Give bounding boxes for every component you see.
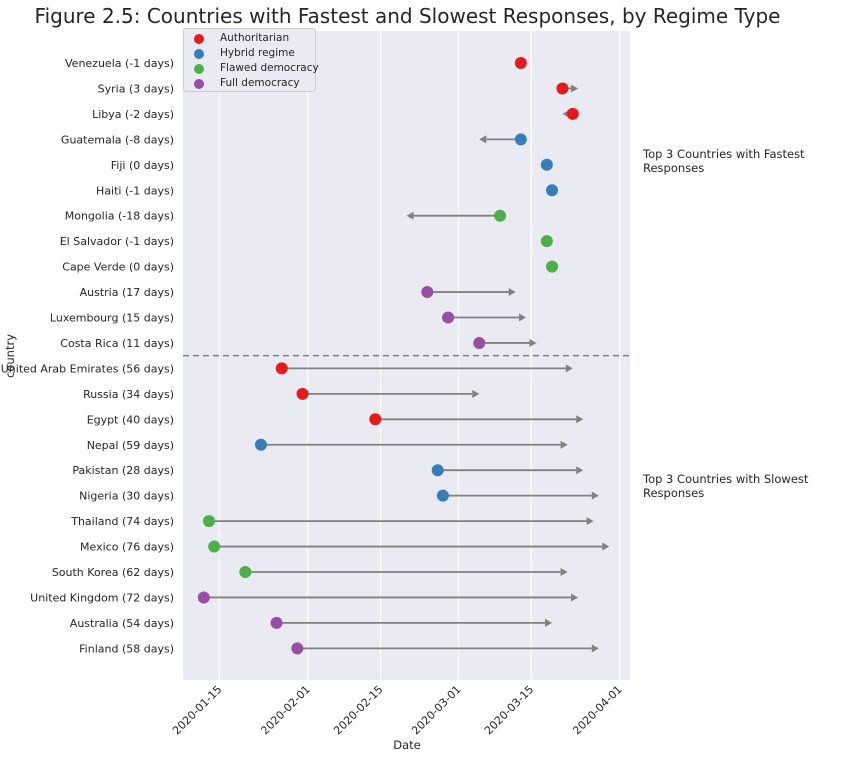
data-point [202,515,215,528]
x-tick-label: 2020-03-01 [409,683,463,737]
y-tick-label: Fiji (0 days) [111,159,174,172]
arrow-head [571,593,579,602]
x-tick-labels: 2020-01-15 2020-02-01 2020-02-15 2020-03-01… [170,683,625,737]
arrow-head [576,466,584,475]
arrow-head [519,313,527,322]
arrow-head [560,440,568,449]
slowest-group-label: Top 3 Countries with Slowest Responses [643,472,809,500]
y-tick-label: Russia (34 days) [83,388,174,401]
x-tick-label: 2020-02-15 [331,683,385,737]
data-marks [197,57,610,655]
y-tick-labels: Venezuela (-1 days) Syria (3 days) Libya (… [1,57,174,655]
arrow-head [591,491,599,500]
x-tick-label: 2020-03-15 [482,683,536,737]
data-point [566,107,579,120]
data-point [369,413,382,426]
data-point [442,311,455,324]
data-point [473,336,486,349]
y-tick-label: Egypt (40 days) [87,413,174,426]
data-point [270,616,283,629]
data-point [494,209,507,222]
y-tick-label: Finland (58 days) [79,642,174,655]
y-tick-label: Austria (17 days) [80,286,174,299]
y-tick-label: Syria (3 days) [98,82,174,95]
y-tick-label: Nepal (59 days) [87,439,174,452]
arrow-head [591,644,599,653]
arrow-head [545,618,553,627]
y-axis-label: country [3,334,17,378]
legend: Authoritarian Hybrid regime Flawed democ… [183,28,319,92]
data-point [296,387,309,400]
fastest-group-label: Top 3 Countries with Fastest Responses [643,147,805,175]
data-point [239,566,252,578]
hybrid-dot-icon [194,49,204,59]
x-axis-label: Date [393,738,421,752]
y-tick-label: United Arab Emirates (56 days) [1,362,174,375]
y-tick-label: Venezuela (-1 days) [65,57,174,70]
legend-label: Flawed democracy [220,62,319,74]
data-point [254,438,267,451]
flawed-dot-icon [194,64,204,74]
arrow-head [586,517,594,526]
data-point [514,57,527,69]
data-point [275,362,288,375]
data-point [546,260,559,273]
y-tick-label: Mongolia (-18 days) [65,210,174,223]
y-tick-label: Pakistan (28 days) [72,464,174,477]
y-tick-label: United Kingdom (72 days) [30,591,174,604]
data-point [556,82,569,95]
data-point [431,464,444,477]
data-point [197,591,210,604]
y-tick-label: Nigeria (30 days) [79,490,174,503]
legend-label: Full democracy [220,77,300,89]
arrow-head [560,568,568,576]
authoritarian-dot-icon [194,34,204,44]
arrow-head [529,338,537,347]
y-tick-label: Cape Verde (0 days) [62,261,174,274]
arrow-head [602,542,610,551]
data-point [291,642,304,655]
data-point [546,184,559,197]
y-tick-label: El Salvador (-1 days) [60,235,174,248]
data-point [208,540,221,553]
x-tick-label: 2020-02-01 [258,683,312,737]
y-tick-label: Guatemala (-8 days) [61,133,174,146]
data-point [436,489,449,502]
arrow-head [571,84,579,93]
y-tick-label: Luxembourg (15 days) [50,312,174,325]
data-point [421,286,434,299]
y-tick-label: Australia (54 days) [70,617,174,630]
y-tick-label: Libya (-2 days) [92,108,174,121]
arrow-head [406,211,414,220]
x-tick-label: 2020-01-15 [170,683,224,737]
chart-title: Figure 2.5: Countries with Fastest and S… [34,4,781,28]
y-tick-label: Haiti (-1 days) [96,184,174,197]
arrow-head [565,364,573,373]
legend-label: Hybrid regime [220,47,295,59]
data-point [540,158,553,171]
full-dot-icon [194,79,204,89]
y-tick-label: Mexico (76 days) [80,541,174,554]
arrow-head [508,288,516,297]
x-tick-label: 2020-04-01 [570,683,624,737]
data-point [540,235,553,248]
arrow-head [479,135,487,144]
arrow-head [472,389,480,398]
arrow-head [576,415,584,424]
legend-label: Authoritarian [220,32,290,44]
y-tick-label: Thailand (74 days) [70,515,174,528]
data-point [514,133,527,146]
y-tick-label: South Korea (62 days) [52,566,174,579]
y-tick-label: Costa Rica (11 days) [60,337,174,350]
